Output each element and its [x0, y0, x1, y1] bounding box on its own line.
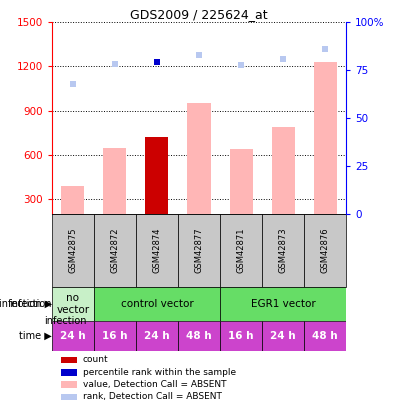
- Point: [196, 51, 202, 58]
- Text: EGR1 vector: EGR1 vector: [251, 299, 316, 309]
- Text: rank, Detection Call = ABSENT: rank, Detection Call = ABSENT: [83, 392, 222, 401]
- Text: GSM42872: GSM42872: [110, 228, 119, 273]
- Bar: [52, 214, 94, 287]
- Bar: [103, 147, 127, 214]
- Text: GSM42871: GSM42871: [236, 228, 246, 273]
- Text: 48 h: 48 h: [186, 331, 212, 341]
- Bar: [187, 103, 211, 214]
- Text: control vector: control vector: [121, 299, 193, 309]
- Text: GSM42875: GSM42875: [68, 228, 77, 273]
- Bar: [230, 149, 253, 214]
- Bar: [262, 321, 304, 351]
- Bar: [220, 214, 262, 287]
- Bar: [60, 369, 77, 375]
- Text: value, Detection Call = ABSENT: value, Detection Call = ABSENT: [83, 380, 226, 389]
- Bar: [52, 321, 94, 351]
- Text: count: count: [83, 355, 108, 364]
- Text: infection ▶: infection ▶: [0, 299, 52, 309]
- Text: 24 h: 24 h: [144, 331, 170, 341]
- Bar: [52, 287, 94, 321]
- Bar: [145, 137, 168, 214]
- Text: GSM42874: GSM42874: [152, 228, 162, 273]
- Bar: [304, 321, 346, 351]
- Title: GDS2009 / 225624_at: GDS2009 / 225624_at: [130, 8, 268, 21]
- Bar: [262, 214, 304, 287]
- Bar: [271, 127, 295, 214]
- Text: 16 h: 16 h: [102, 331, 128, 341]
- Bar: [60, 394, 77, 400]
- Bar: [178, 321, 220, 351]
- Bar: [94, 214, 136, 287]
- Bar: [136, 321, 178, 351]
- Bar: [136, 214, 178, 287]
- Point: [112, 60, 118, 67]
- Bar: [220, 287, 346, 321]
- Point: [238, 62, 244, 68]
- Text: no
vector: no vector: [56, 293, 89, 315]
- Bar: [94, 321, 136, 351]
- Text: time ▶: time ▶: [19, 331, 52, 341]
- Text: infection: infection: [9, 299, 52, 309]
- Bar: [314, 62, 337, 214]
- Bar: [220, 321, 262, 351]
- Text: percentile rank within the sample: percentile rank within the sample: [83, 368, 236, 377]
- Text: 24 h: 24 h: [270, 331, 296, 341]
- Text: infection: infection: [45, 316, 87, 326]
- Point: [280, 56, 286, 62]
- Bar: [94, 287, 220, 321]
- Bar: [60, 356, 77, 363]
- Text: GSM42876: GSM42876: [321, 228, 330, 273]
- Text: 16 h: 16 h: [228, 331, 254, 341]
- Point: [70, 81, 76, 87]
- Point: [154, 59, 160, 65]
- Point: [322, 46, 328, 52]
- Text: GSM42873: GSM42873: [279, 228, 288, 273]
- Bar: [178, 214, 220, 287]
- Text: GSM42877: GSM42877: [195, 228, 203, 273]
- Bar: [61, 186, 84, 214]
- Text: 48 h: 48 h: [312, 331, 338, 341]
- Text: 24 h: 24 h: [60, 331, 86, 341]
- Bar: [304, 214, 346, 287]
- Bar: [60, 381, 77, 388]
